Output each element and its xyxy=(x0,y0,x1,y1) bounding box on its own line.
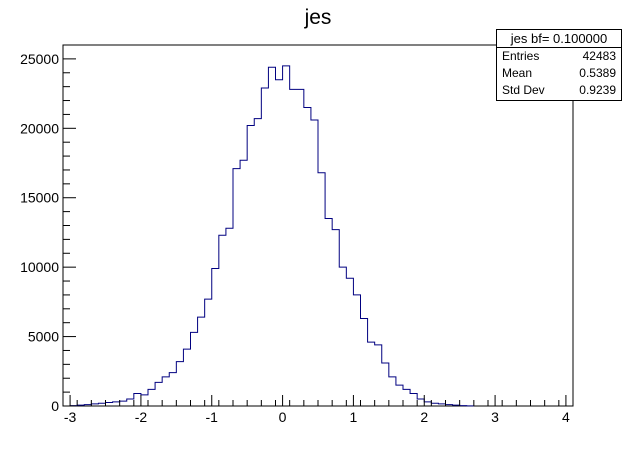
x-tick-label: 0 xyxy=(279,409,287,425)
stats-row-entries: Entries 42483 xyxy=(497,48,621,65)
y-tick-label: 25000 xyxy=(20,51,59,67)
stats-value: 0.5389 xyxy=(579,66,616,80)
stats-row-mean: Mean 0.5389 xyxy=(497,65,621,82)
x-tick-label: -1 xyxy=(206,409,219,425)
stats-title: jes bf= 0.100000 xyxy=(497,30,621,48)
x-tick-label: -3 xyxy=(64,409,77,425)
stats-label: Std Dev xyxy=(502,83,545,97)
stats-value: 42483 xyxy=(582,49,616,63)
stats-value: 0.9239 xyxy=(579,83,616,97)
stats-row-stddev: Std Dev 0.9239 xyxy=(497,82,621,99)
chart-title: jes xyxy=(304,6,332,29)
x-tick-label: 3 xyxy=(491,409,499,425)
x-tick-label: -2 xyxy=(135,409,148,425)
x-tick-label: 4 xyxy=(562,409,570,425)
x-tick-label: 2 xyxy=(420,409,428,425)
stats-box: jes bf= 0.100000 Entries 42483 Mean 0.53… xyxy=(496,29,622,101)
stats-label: Mean xyxy=(502,66,533,80)
histogram-line xyxy=(69,65,475,407)
x-tick-label: 1 xyxy=(350,409,358,425)
y-tick-label: 5000 xyxy=(28,329,59,345)
y-tick-label: 0 xyxy=(51,398,59,414)
stats-label: Entries xyxy=(502,49,540,63)
y-tick-label: 15000 xyxy=(20,190,59,206)
y-tick-label: 20000 xyxy=(20,120,59,136)
y-tick-label: 10000 xyxy=(20,259,59,275)
